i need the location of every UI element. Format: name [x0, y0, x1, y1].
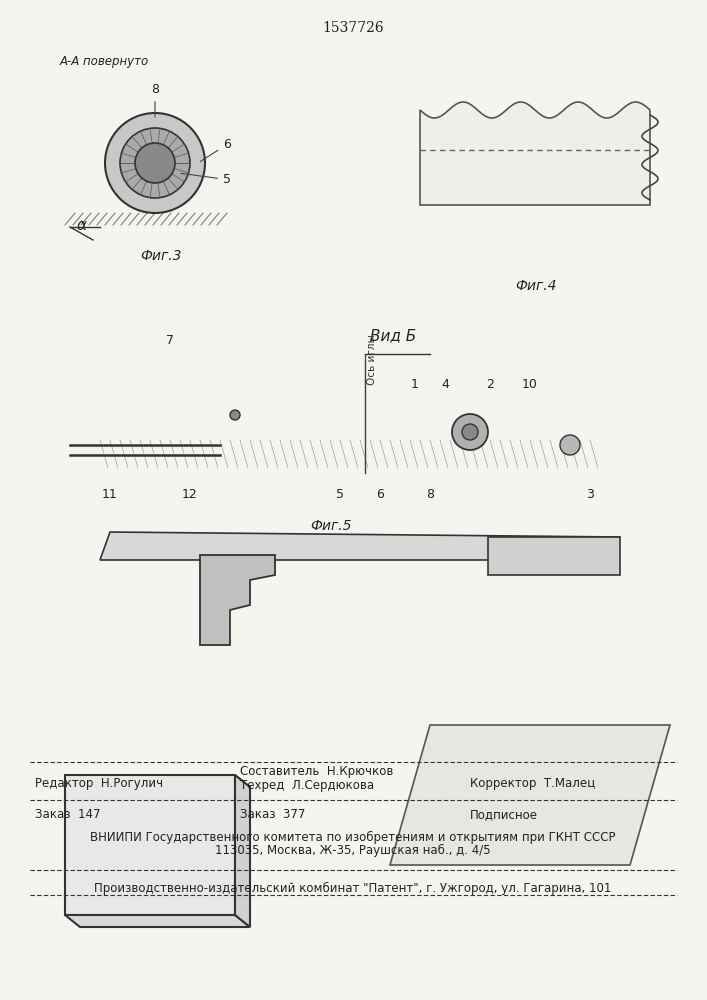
Text: А-А повернуто: А-А повернуто: [60, 55, 149, 68]
Polygon shape: [390, 725, 670, 865]
Text: 4: 4: [441, 378, 449, 391]
Text: 1: 1: [411, 378, 419, 391]
Circle shape: [452, 414, 488, 450]
Circle shape: [230, 410, 240, 420]
Text: ВНИИПИ Государственного комитета по изобретениям и открытиям при ГКНТ СССР: ВНИИПИ Государственного комитета по изоб…: [90, 830, 616, 844]
Text: 3: 3: [586, 488, 594, 502]
Polygon shape: [65, 915, 250, 927]
Circle shape: [135, 143, 175, 183]
Polygon shape: [420, 102, 650, 205]
Text: Составитель  Н.Крючков: Составитель Н.Крючков: [240, 766, 393, 778]
Text: 7: 7: [166, 334, 174, 347]
Text: α: α: [77, 218, 87, 233]
Text: Фиг.5: Фиг.5: [310, 519, 351, 533]
Text: Подписное: Подписное: [470, 808, 538, 822]
Circle shape: [105, 113, 205, 213]
Polygon shape: [200, 555, 275, 645]
Circle shape: [120, 128, 190, 198]
Text: 5: 5: [181, 173, 231, 186]
Text: Производственно-издательский комбинат "Патент", г. Ужгород, ул. Гагарина, 101: Производственно-издательский комбинат "П…: [94, 881, 612, 895]
Polygon shape: [488, 537, 620, 575]
Circle shape: [560, 435, 580, 455]
Text: 5: 5: [336, 488, 344, 502]
Text: 11: 11: [102, 488, 118, 502]
Text: Фиг.3: Фиг.3: [140, 249, 182, 263]
Text: 1537726: 1537726: [322, 21, 384, 35]
Text: Техред  Л.Сердюкова: Техред Л.Сердюкова: [240, 780, 374, 792]
Polygon shape: [235, 775, 250, 927]
Text: Редактор  Н.Рогулич: Редактор Н.Рогулич: [35, 778, 163, 790]
Text: 6: 6: [200, 138, 231, 162]
Text: Вид Б: Вид Б: [370, 328, 416, 343]
Text: 8: 8: [426, 488, 434, 502]
Text: Корректор  Т.Малец: Корректор Т.Малец: [470, 778, 595, 790]
Text: Заказ  377: Заказ 377: [240, 808, 305, 822]
Text: 10: 10: [522, 378, 538, 391]
Text: 113035, Москва, Ж-35, Раушская наб., д. 4/5: 113035, Москва, Ж-35, Раушская наб., д. …: [215, 843, 491, 857]
Text: Ось иглы: Ось иглы: [367, 334, 377, 385]
Text: 6: 6: [376, 488, 384, 502]
Polygon shape: [100, 532, 620, 560]
Polygon shape: [65, 775, 235, 915]
Polygon shape: [65, 775, 250, 787]
Circle shape: [462, 424, 478, 440]
Text: Заказ  147: Заказ 147: [35, 808, 100, 822]
Text: 8: 8: [151, 83, 159, 117]
Text: Фиг.4: Фиг.4: [515, 279, 556, 293]
Text: 12: 12: [182, 488, 198, 502]
Text: 2: 2: [486, 378, 494, 391]
